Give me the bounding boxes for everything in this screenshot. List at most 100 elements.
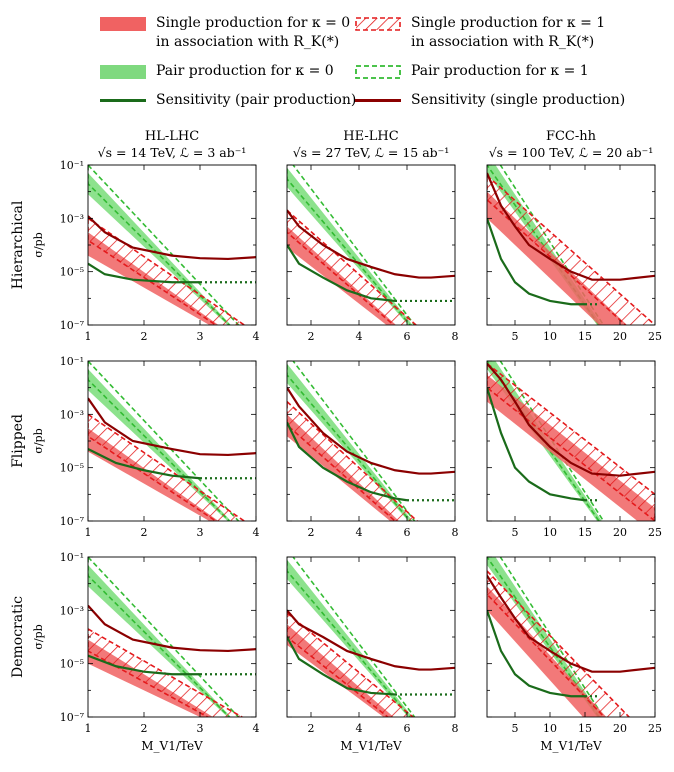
panel-hierarchical-hl-lhc: 10⁻¹ 10⁻³ 10⁻⁵ 10⁻⁷ σ/pb Hierarchical 1 2 3 4 HL-L… (10, 129, 260, 343)
band-pair-k1 (88, 165, 240, 325)
legend-swatch-sens-single (355, 99, 401, 102)
sensitivity-single-line (88, 397, 256, 457)
panel-flipped-hl-lhc: 10⁻¹ 10⁻³ 10⁻⁵ 10⁻⁷ σ/pb Flipped 1 2 3 4 (10, 355, 260, 539)
y-tick-label: 10⁻³ (60, 604, 84, 617)
sensitivity-single-line (88, 604, 256, 653)
sensitivity-single-line (287, 387, 455, 475)
panel-plot-area (287, 165, 455, 325)
x-tick-label: 20 (613, 330, 627, 343)
sensitivity-single-line (287, 209, 455, 279)
x-tick-label: 3 (197, 722, 204, 735)
x-tick-label: 5 (512, 526, 519, 539)
legend-swatch-single-k1 (355, 17, 401, 31)
row-label: Flipped (10, 414, 26, 468)
x-tick-label: 15 (578, 722, 592, 735)
legend-label-single-k0: Single production for κ = 0 (156, 15, 351, 31)
band-pair-k0 (287, 167, 413, 325)
x-tick-label: 5 (512, 722, 519, 735)
band-pair-k1 (88, 557, 240, 717)
x-tick-label: 1 (85, 722, 92, 735)
x-tick-label: 10 (543, 722, 557, 735)
x-tick-label: 6 (404, 526, 411, 539)
x-axis-label: M_V1/TeV (340, 739, 402, 753)
band-pair-k1 (487, 557, 605, 717)
sensitivity-pair-line (88, 262, 200, 284)
legend-label-single-k0-line2: in association with R_K(*) (156, 34, 340, 50)
y-tick-label: 10⁻³ (60, 408, 84, 421)
panel-plot-area (88, 557, 256, 717)
x-tick-label: 25 (648, 722, 662, 735)
x-tick-label: 8 (452, 330, 459, 343)
band-pair-k0 (88, 565, 231, 717)
panel-democratic-he-lhc: 2 4 6 8 M_V1/TeV (286, 556, 459, 753)
y-tick-label: 10⁻⁷ (60, 515, 85, 528)
x-tick-label: 1 (85, 526, 92, 539)
x-tick-label: 20 (613, 722, 627, 735)
band-pair-k1 (88, 361, 240, 521)
band-single-k1 (487, 362, 655, 521)
panel-title: HE-LHC (343, 129, 398, 144)
band-pair-k0 (88, 173, 231, 325)
sensitivity-pair-line (88, 654, 200, 676)
band-single-k1 (287, 400, 419, 521)
legend-swatch-pair-k0 (100, 65, 146, 79)
x-tick-label: 2 (308, 330, 315, 343)
panel-subtitle: √s = 100 TeV, ℒ = 20 ab⁻¹ (489, 145, 654, 160)
x-tick-label: 10 (543, 526, 557, 539)
sensitivity-pair-line (88, 448, 201, 480)
y-axis-label: σ/pb (32, 232, 45, 257)
sensitivity-single-line (487, 362, 655, 477)
x-tick-label: 4 (253, 526, 260, 539)
sensitivity-pair-line (287, 244, 396, 303)
x-tick-label: 1 (85, 330, 92, 343)
row-label: Democratic (10, 596, 26, 678)
band-single-k1 (287, 209, 418, 325)
x-tick-label: 6 (404, 330, 411, 343)
y-tick-label: 10⁻⁷ (60, 711, 85, 724)
x-tick-label: 2 (141, 722, 148, 735)
panel-flipped-he-lhc: 2 4 6 8 (286, 360, 459, 539)
x-tick-label: 20 (613, 526, 627, 539)
row-label: Hierarchical (10, 200, 26, 289)
y-tick-label: 10⁻⁵ (60, 266, 84, 279)
sensitivity-single-line (487, 172, 655, 281)
x-tick-label: 8 (452, 722, 459, 735)
panel-democratic-hl-lhc: 10⁻¹ 10⁻³ 10⁻⁵ 10⁻⁷ σ/pb Democratic 1 2 3 4 M_V1/T… (10, 551, 260, 753)
x-tick-label: 2 (308, 526, 315, 539)
panel-plot-area (287, 557, 455, 717)
sensitivity-pair-line (487, 217, 585, 306)
sensitivity-pair-line (287, 636, 396, 696)
band-pair-k1 (487, 361, 605, 521)
x-tick-label: 6 (404, 722, 411, 735)
x-axis-label: M_V1/TeV (540, 739, 602, 753)
y-axis-label: σ/pb (32, 624, 45, 649)
panel-plot-area (88, 361, 256, 521)
sensitivity-single-line (88, 215, 256, 261)
x-tick-label: 4 (356, 526, 363, 539)
x-tick-label: 5 (512, 330, 519, 343)
y-axis-label: σ/pb (32, 428, 45, 453)
sensitivity-single-line (487, 575, 655, 673)
legend: Single production for κ = 0 in associati… (0, 0, 674, 120)
legend-label-single-k1: Single production for κ = 1 (411, 15, 606, 31)
panel-title: HL-LHC (145, 129, 199, 144)
band-single-k1 (487, 569, 631, 717)
x-tick-label: 4 (253, 330, 260, 343)
x-tick-label: 8 (452, 526, 459, 539)
y-tick-label: 10⁻¹ (60, 159, 84, 172)
panel-hierarchical-he-lhc: 2 4 6 8 HE-LHC√s = 27 TeV, ℒ = 15 ab⁻¹ (286, 129, 459, 343)
panel-plot-area (287, 361, 455, 521)
x-tick-label: 3 (197, 526, 204, 539)
panel-hierarchical-fcc-hh: 5 10 15 20 25 FCC-hh√s = 100 TeV, ℒ = 20 ab⁻¹ (486, 129, 662, 343)
panel-democratic-fcc-hh: 5 10 15 20 25 M_V1/TeV (486, 556, 662, 753)
x-tick-label: 4 (356, 722, 363, 735)
x-tick-label: 10 (543, 330, 557, 343)
y-tick-label: 10⁻⁷ (60, 319, 85, 332)
band-single-k1 (287, 611, 415, 717)
y-tick-label: 10⁻¹ (60, 551, 84, 564)
y-tick-label: 10⁻³ (60, 212, 84, 225)
legend-label-single-k1-line2: in association with R_K(*) (411, 34, 595, 50)
sensitivity-pair-line (487, 609, 585, 698)
legend-label-pair-k1: Pair production for κ = 1 (411, 63, 589, 79)
